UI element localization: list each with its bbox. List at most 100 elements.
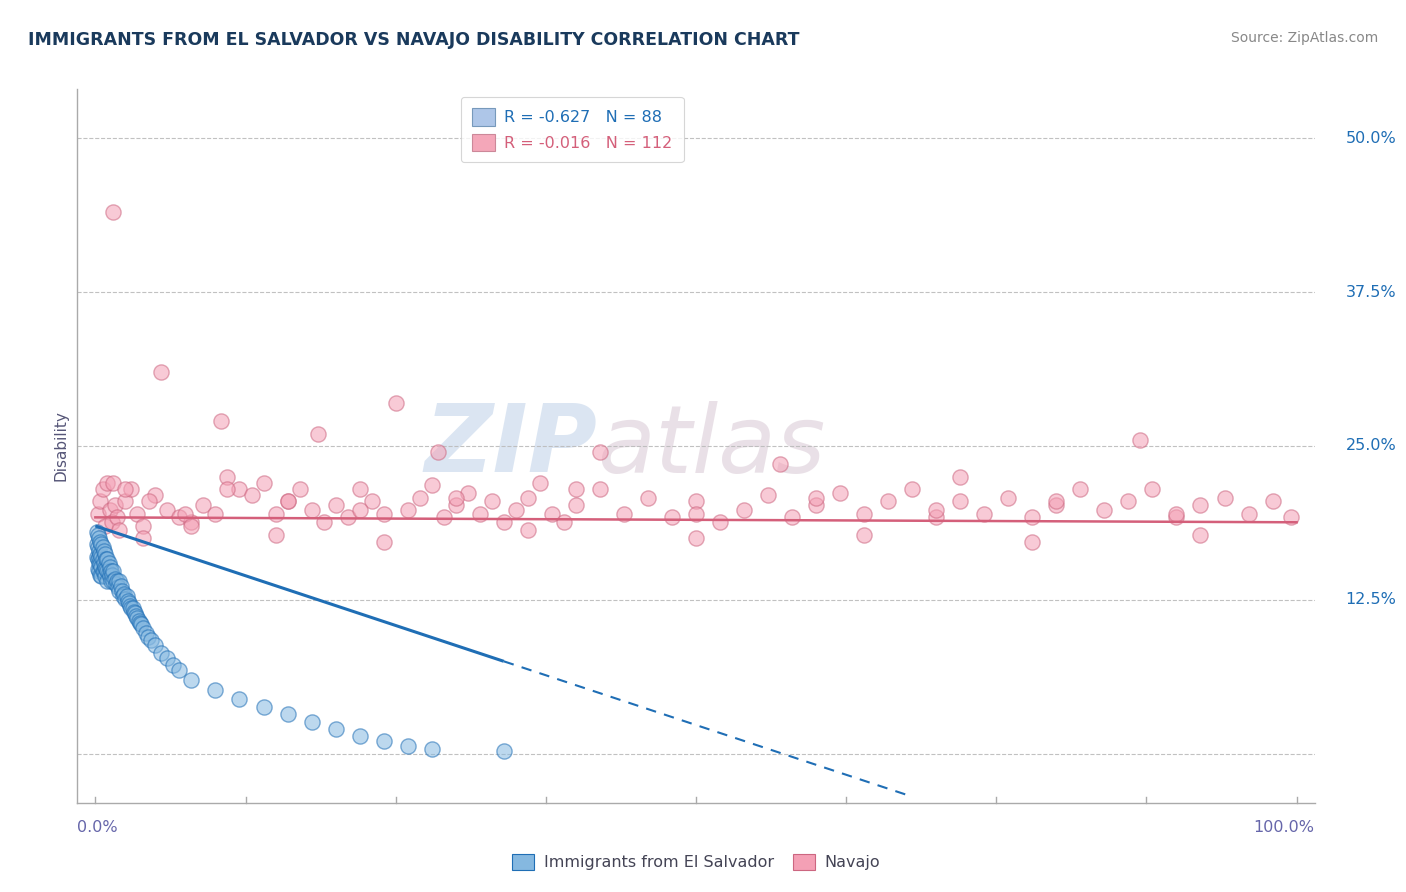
Point xyxy=(120,601,142,615)
Point xyxy=(804,491,827,505)
Point xyxy=(1021,510,1043,524)
Point xyxy=(325,498,347,512)
Point xyxy=(118,597,141,611)
Point xyxy=(240,488,263,502)
Text: 12.5%: 12.5% xyxy=(1346,592,1396,607)
Point xyxy=(925,503,948,517)
Point xyxy=(132,519,155,533)
Point xyxy=(127,507,149,521)
Point xyxy=(89,494,111,508)
Point xyxy=(769,458,792,472)
Point xyxy=(89,547,111,561)
Point xyxy=(114,494,136,508)
Point xyxy=(129,617,152,632)
Point xyxy=(830,485,852,500)
Point xyxy=(685,531,707,545)
Point xyxy=(96,565,118,579)
Point xyxy=(481,494,503,508)
Point xyxy=(111,589,134,603)
Point xyxy=(94,547,117,561)
Point xyxy=(104,576,127,591)
Point xyxy=(589,482,612,496)
Y-axis label: Disability: Disability xyxy=(53,410,69,482)
Point xyxy=(540,507,562,521)
Point xyxy=(307,426,329,441)
Point xyxy=(756,488,779,502)
Point xyxy=(373,535,395,549)
Point xyxy=(925,510,948,524)
Point xyxy=(90,549,112,564)
Point xyxy=(396,739,419,754)
Text: IMMIGRANTS FROM EL SALVADOR VS NAVAJO DISABILITY CORRELATION CHART: IMMIGRANTS FROM EL SALVADOR VS NAVAJO DI… xyxy=(28,31,800,49)
Point xyxy=(93,543,115,558)
Point xyxy=(87,507,110,521)
Point xyxy=(128,614,150,628)
Point xyxy=(589,445,612,459)
Point xyxy=(505,503,527,517)
Point xyxy=(87,527,110,541)
Point xyxy=(91,565,114,579)
Point xyxy=(312,516,335,530)
Point xyxy=(97,556,120,570)
Point xyxy=(120,599,142,613)
Text: 0.0%: 0.0% xyxy=(77,820,118,835)
Point xyxy=(114,591,136,606)
Point xyxy=(1189,498,1212,512)
Point xyxy=(94,559,117,574)
Point xyxy=(277,494,299,508)
Point xyxy=(121,601,143,615)
Point xyxy=(204,507,226,521)
Point xyxy=(174,507,197,521)
Point xyxy=(468,507,491,521)
Point xyxy=(103,572,125,586)
Point xyxy=(108,523,131,537)
Point xyxy=(901,482,924,496)
Point xyxy=(180,516,202,530)
Point xyxy=(139,633,162,648)
Point xyxy=(132,531,155,545)
Point xyxy=(1261,494,1284,508)
Point xyxy=(396,503,419,517)
Point xyxy=(1069,482,1091,496)
Point xyxy=(96,562,118,576)
Point xyxy=(426,445,449,459)
Point xyxy=(853,507,876,521)
Point xyxy=(112,587,135,601)
Point xyxy=(949,469,972,483)
Point xyxy=(301,714,323,729)
Point xyxy=(150,646,173,660)
Point xyxy=(87,543,110,558)
Point xyxy=(1045,498,1067,512)
Text: atlas: atlas xyxy=(598,401,825,491)
Point xyxy=(97,566,120,580)
Point xyxy=(87,565,110,579)
Point xyxy=(277,494,299,508)
Legend: Immigrants from El Salvador, Navajo: Immigrants from El Salvador, Navajo xyxy=(505,847,887,877)
Point xyxy=(349,730,371,744)
Point xyxy=(217,469,239,483)
Point xyxy=(1279,510,1302,524)
Point xyxy=(125,608,148,623)
Point xyxy=(145,638,167,652)
Point xyxy=(325,722,347,736)
Point xyxy=(1237,507,1260,521)
Point xyxy=(115,589,138,603)
Point xyxy=(780,510,803,524)
Point xyxy=(169,663,191,677)
Point xyxy=(444,498,467,512)
Text: 100.0%: 100.0% xyxy=(1254,820,1315,835)
Point xyxy=(420,478,443,492)
Point xyxy=(105,574,128,589)
Point xyxy=(145,488,167,502)
Point xyxy=(685,494,707,508)
Point xyxy=(492,516,515,530)
Point xyxy=(301,503,323,517)
Point xyxy=(96,552,118,566)
Point xyxy=(91,552,114,566)
Point xyxy=(1189,527,1212,541)
Point xyxy=(138,494,160,508)
Point xyxy=(264,507,287,521)
Point xyxy=(87,562,110,576)
Point xyxy=(120,482,142,496)
Point xyxy=(128,616,150,631)
